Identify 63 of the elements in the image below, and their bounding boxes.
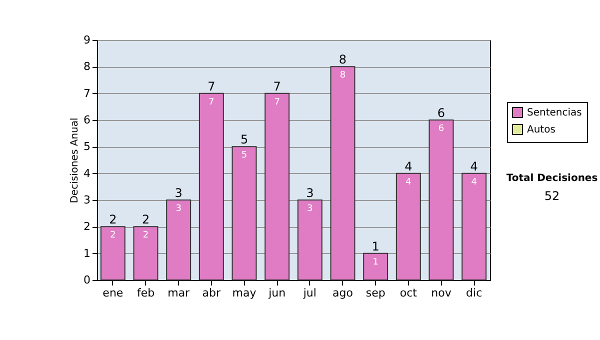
y-axis-title: Decisiones Anual bbox=[70, 118, 80, 204]
x-tick-label: dic bbox=[466, 286, 482, 300]
legend-label: Autos bbox=[527, 124, 556, 136]
bar bbox=[166, 200, 192, 280]
x-tick-label: feb bbox=[136, 286, 155, 300]
bar bbox=[428, 120, 454, 280]
x-tick-label: abr bbox=[202, 286, 222, 300]
y-tick-label: 0 bbox=[84, 274, 90, 286]
x-tick-label: jun bbox=[268, 286, 286, 300]
legend-label: Sentencias bbox=[527, 108, 582, 118]
total-label: 5 bbox=[240, 132, 248, 147]
total-label: 7 bbox=[208, 79, 216, 94]
data-label: 4 bbox=[471, 177, 478, 188]
total-label: 4 bbox=[470, 159, 478, 174]
y-tick-label: 5 bbox=[84, 140, 90, 154]
data-label: 1 bbox=[372, 257, 378, 268]
bar bbox=[198, 92, 224, 280]
y-tick-label: 6 bbox=[84, 114, 90, 126]
bar bbox=[363, 252, 388, 280]
x-tick-label: oct bbox=[400, 286, 418, 300]
bar bbox=[297, 200, 322, 280]
bar bbox=[232, 146, 257, 280]
total-label: 8 bbox=[338, 52, 347, 67]
x-tick-label: mar bbox=[168, 286, 190, 300]
data-label: 2 bbox=[110, 230, 116, 241]
bar bbox=[133, 226, 158, 280]
x-tick-label: ago bbox=[332, 286, 354, 300]
data-label: 8 bbox=[340, 70, 346, 81]
y-tick-label: 1 bbox=[84, 246, 90, 260]
bar bbox=[100, 226, 126, 280]
y-tick-label: 3 bbox=[84, 194, 90, 206]
total-label: 4 bbox=[404, 159, 412, 174]
y-tick-label: 9 bbox=[84, 34, 90, 46]
total-label: 2 bbox=[142, 212, 150, 227]
x-tick-label: sep bbox=[366, 286, 386, 300]
bar bbox=[330, 66, 356, 280]
total-label: 3 bbox=[174, 186, 182, 200]
bar bbox=[396, 172, 421, 280]
data-label: 5 bbox=[241, 150, 248, 161]
bar bbox=[264, 92, 290, 280]
text: Total Decisiones bbox=[506, 173, 598, 184]
x-tick-label: may bbox=[232, 286, 257, 300]
x-tick-label: nov bbox=[431, 286, 452, 300]
bar bbox=[462, 172, 487, 280]
total-label: 3 bbox=[306, 186, 314, 200]
y-tick-label: 4 bbox=[84, 166, 90, 180]
total-label: 7 bbox=[273, 79, 281, 94]
total-label: 1 bbox=[372, 239, 380, 254]
data-label: 7 bbox=[274, 97, 280, 108]
data-label: 3 bbox=[307, 204, 313, 214]
y-tick-label: 7 bbox=[84, 86, 90, 100]
data-label: 2 bbox=[142, 230, 149, 241]
data-label: 4 bbox=[406, 177, 412, 188]
y-tick-label: 2 bbox=[84, 220, 90, 234]
x-tick-label: jul bbox=[302, 286, 316, 300]
total-label: 2 bbox=[109, 212, 117, 227]
text: 52 bbox=[544, 189, 560, 203]
data-label: 3 bbox=[176, 204, 182, 214]
x-tick-label: ene bbox=[102, 286, 124, 300]
total-label: 6 bbox=[437, 106, 446, 120]
data-label: 6 bbox=[438, 124, 444, 134]
y-tick-label: 8 bbox=[84, 60, 90, 74]
data-label: 7 bbox=[208, 97, 214, 108]
